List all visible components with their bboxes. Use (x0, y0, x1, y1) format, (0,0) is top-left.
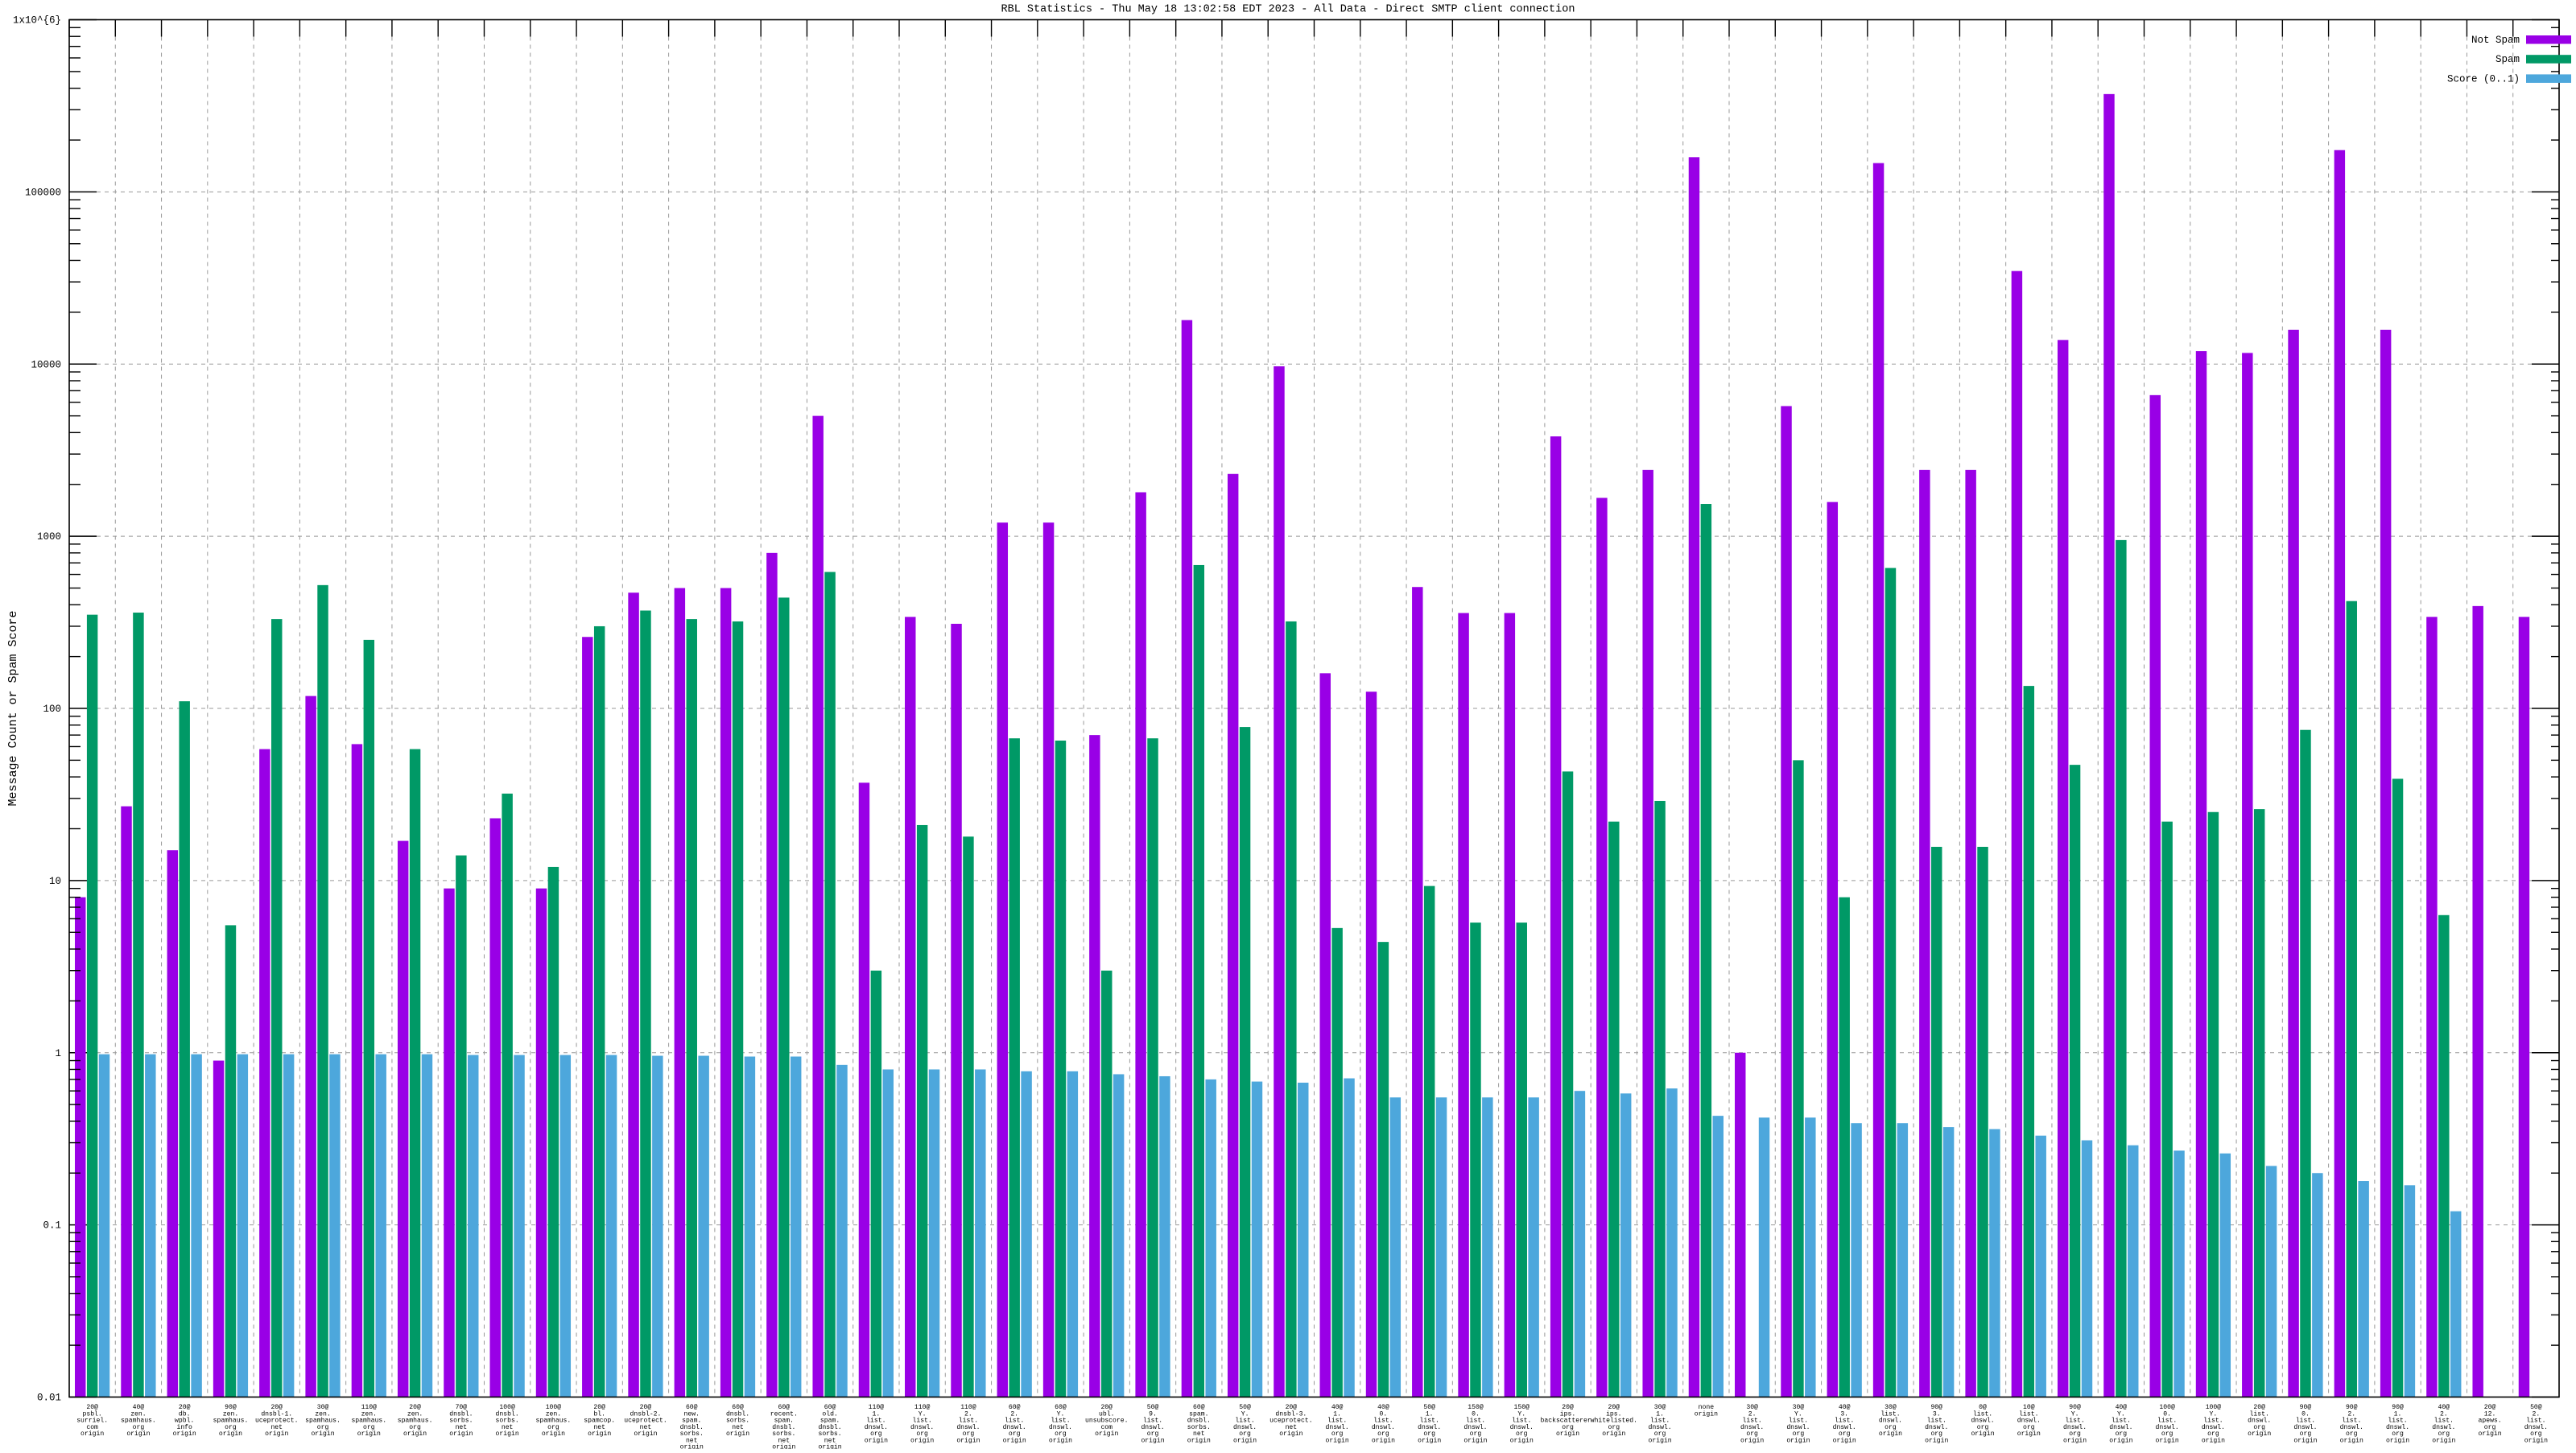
svg-text:0.1: 0.1 (43, 1220, 61, 1232)
svg-text:origin: origin (2017, 1430, 2041, 1438)
svg-text:origin: origin (2293, 1437, 2317, 1444)
svg-text:origin: origin (542, 1430, 565, 1438)
svg-text:origin: origin (219, 1430, 242, 1438)
svg-text:Not Spam: Not Spam (2471, 35, 2520, 46)
svg-text:origin: origin (1556, 1430, 1579, 1438)
svg-text:origin: origin (1695, 1410, 1718, 1418)
svg-text:origin: origin (2156, 1437, 2179, 1444)
svg-text:Message Count or Spam Score: Message Count or Spam Score (6, 610, 20, 806)
svg-text:origin: origin (1971, 1430, 1994, 1438)
svg-text:origin: origin (2524, 1437, 2548, 1444)
svg-text:0.01: 0.01 (37, 1393, 61, 1404)
svg-text:1: 1 (55, 1048, 61, 1059)
svg-text:origin: origin (956, 1437, 980, 1444)
svg-text:10: 10 (49, 876, 61, 887)
svg-text:origin: origin (1463, 1437, 1487, 1444)
svg-text:origin: origin (2248, 1430, 2271, 1438)
svg-text:origin: origin (1833, 1437, 1856, 1444)
svg-text:origin: origin (680, 1444, 704, 1450)
svg-text:origin: origin (1740, 1437, 1764, 1444)
svg-text:origin: origin (2202, 1437, 2225, 1444)
svg-text:1000: 1000 (37, 531, 61, 543)
svg-text:origin: origin (1003, 1437, 1026, 1444)
svg-text:1x10^{6}: 1x10^{6} (13, 15, 61, 27)
svg-text:origin: origin (2432, 1437, 2455, 1444)
svg-text:origin: origin (1372, 1437, 1395, 1444)
svg-text:10000: 10000 (31, 359, 61, 370)
svg-text:RBL Statistics - Thu May 18 13: RBL Statistics - Thu May 18 13:02:58 EDT… (1001, 4, 1575, 16)
svg-text:origin: origin (357, 1430, 381, 1438)
svg-text:origin: origin (449, 1430, 473, 1438)
svg-text:origin: origin (2109, 1437, 2132, 1444)
svg-text:origin: origin (1510, 1437, 1534, 1444)
svg-text:origin: origin (1095, 1430, 1118, 1438)
svg-text:origin: origin (126, 1430, 150, 1438)
svg-text:100000: 100000 (25, 187, 61, 198)
svg-text:origin: origin (865, 1437, 888, 1444)
svg-text:origin: origin (496, 1430, 519, 1438)
svg-text:origin: origin (634, 1430, 657, 1438)
svg-text:origin: origin (1418, 1437, 1441, 1444)
svg-text:origin: origin (588, 1430, 611, 1438)
svg-text:origin: origin (1141, 1437, 1164, 1444)
svg-text:origin: origin (1649, 1437, 1672, 1444)
svg-text:origin: origin (726, 1430, 749, 1438)
svg-text:origin: origin (772, 1444, 795, 1450)
svg-text:origin: origin (265, 1430, 288, 1438)
svg-text:origin: origin (1233, 1437, 1257, 1444)
svg-text:origin: origin (173, 1430, 196, 1438)
svg-text:origin: origin (910, 1437, 934, 1444)
svg-text:origin: origin (2063, 1437, 2087, 1444)
svg-text:origin: origin (1879, 1430, 1902, 1438)
svg-text:origin: origin (1187, 1437, 1211, 1444)
svg-text:origin: origin (311, 1430, 334, 1438)
svg-text:origin: origin (1786, 1437, 1810, 1444)
svg-text:origin: origin (2340, 1437, 2363, 1444)
svg-text:origin: origin (80, 1430, 104, 1438)
svg-text:origin: origin (2479, 1430, 2502, 1438)
svg-text:100: 100 (43, 704, 61, 715)
svg-text:origin: origin (1049, 1437, 1072, 1444)
svg-text:origin: origin (1279, 1430, 1302, 1438)
svg-text:Spam: Spam (2496, 54, 2520, 65)
svg-text:origin: origin (2386, 1437, 2409, 1444)
svg-text:origin: origin (1925, 1437, 1948, 1444)
svg-text:origin: origin (403, 1430, 427, 1438)
svg-text:origin: origin (819, 1444, 842, 1450)
svg-text:origin: origin (1602, 1430, 1625, 1438)
svg-text:origin: origin (1326, 1437, 1349, 1444)
svg-text:Score (0..1): Score (0..1) (2447, 73, 2520, 85)
